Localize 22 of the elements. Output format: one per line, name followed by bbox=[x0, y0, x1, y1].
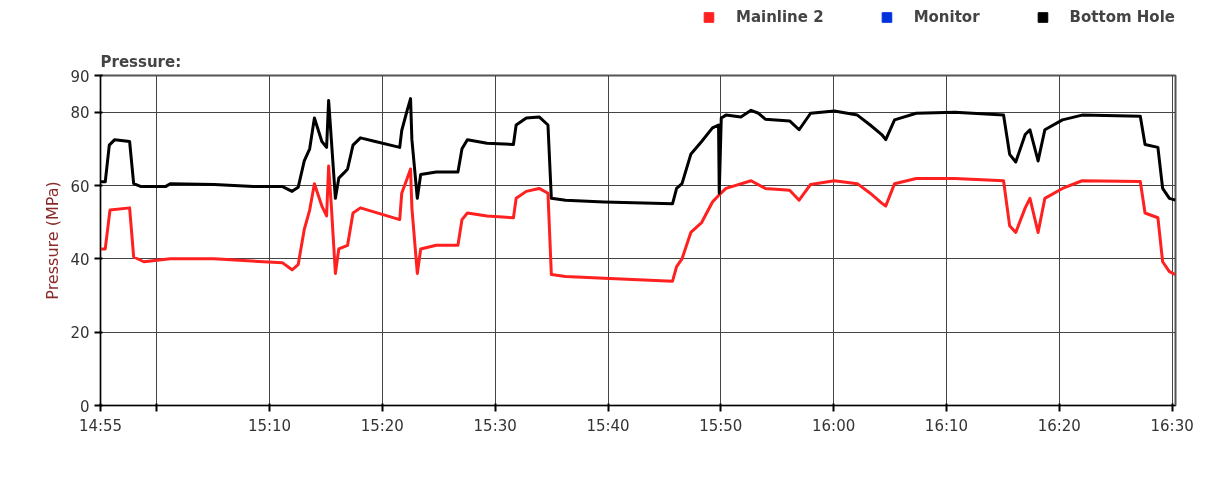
x-tick-label: 15:30 bbox=[473, 416, 517, 435]
x-tick-label: 15:40 bbox=[586, 416, 630, 435]
legend-label: Mainline 2 bbox=[735, 8, 824, 26]
line-series bbox=[100, 164, 1176, 283]
x-tick-label: 14:55 bbox=[78, 416, 123, 435]
y-tick-label: 40 bbox=[70, 250, 90, 269]
y-tick-label: 60 bbox=[70, 177, 90, 196]
y-tick-label: 80 bbox=[70, 104, 90, 123]
chart-title: Pressure: bbox=[100, 52, 182, 71]
x-tick-label: 16:00 bbox=[812, 416, 856, 435]
legend-label: Monitor bbox=[913, 8, 980, 26]
legend-label: Bottom Hole bbox=[1069, 8, 1175, 26]
y-tick-label: 20 bbox=[70, 324, 90, 343]
x-tick-label: 15:10 bbox=[247, 416, 292, 435]
y-tick-label: 90 bbox=[70, 67, 90, 86]
y-axis-title: Pressure (MPa) bbox=[43, 181, 63, 300]
y-tick-label: 0 bbox=[79, 397, 90, 416]
x-tick-label: 16:10 bbox=[924, 416, 969, 435]
x-tick-label: 16:30 bbox=[1150, 416, 1194, 435]
x-tick-label: 15:50 bbox=[699, 416, 743, 435]
x-tick-label: 16:20 bbox=[1037, 416, 1081, 435]
x-tick-label: 15:20 bbox=[360, 416, 404, 435]
